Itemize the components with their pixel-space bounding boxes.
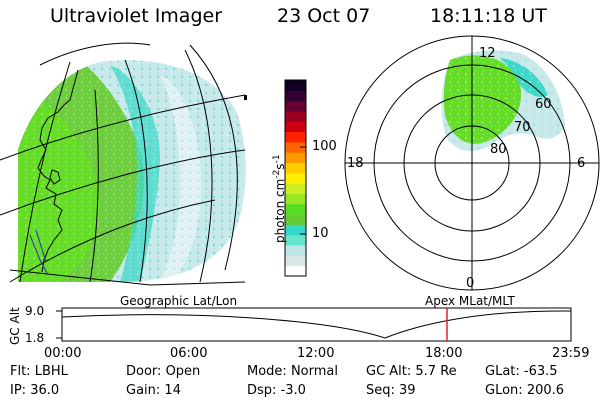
geographic-grid: [0, 42, 246, 286]
info-dsp: Dsp: -3.0: [247, 383, 306, 398]
info-gc-alt: GC Alt: 5.7 Re: [366, 364, 457, 379]
info-door: Door: Open: [126, 364, 201, 379]
colorbar-swatch: [285, 193, 306, 205]
timeline-axis-label: GC Alt: [8, 307, 22, 345]
colorbar-swatch: [285, 141, 306, 153]
colorbar-swatch: [285, 162, 306, 174]
timeline-ymax: 9.0: [25, 304, 45, 318]
colorbar-swatch: [285, 265, 306, 277]
info-flt: Flt: LBHL: [10, 364, 68, 379]
polar-plot: [344, 35, 600, 291]
info-mode: Mode: Normal: [247, 364, 338, 379]
time-tick-2359: 23:59: [552, 346, 590, 361]
colorbar-swatch: [285, 110, 306, 122]
colorbar-swatch: [285, 172, 306, 184]
units-exp1: -2: [272, 169, 282, 179]
coastline-blue: [29, 229, 49, 276]
timeline-right-label: Apex MLat/MLT: [425, 294, 515, 308]
colorbar-swatch: [285, 80, 306, 91]
mlt-label-0: 0: [466, 276, 475, 291]
info-seq: Seq: 39: [366, 383, 416, 398]
altitude-timeline: [56, 307, 572, 342]
units-mid: s: [273, 163, 287, 170]
colorbar: [284, 79, 307, 277]
coastline-island: [49, 169, 61, 185]
colorbar-swatch: [285, 234, 306, 246]
timeline-ymin: 1.8: [25, 331, 45, 345]
units-base: photon cm: [273, 178, 287, 243]
info-gain: Gain: 14: [126, 383, 181, 398]
colorbar-swatch: [285, 183, 306, 194]
colorbar-swatch: [285, 90, 306, 102]
info-ip: IP: 36.0: [10, 383, 60, 398]
instrument-title: Ultraviolet Imager: [50, 5, 223, 27]
colorbar-swatch: [285, 152, 306, 164]
time-tick-1800: 18:00: [425, 346, 463, 361]
lat-label-70: 70: [514, 120, 531, 135]
coastline: [37, 69, 79, 273]
info-glat: GLat: -63.5: [485, 364, 558, 379]
colorbar-swatch: [285, 224, 306, 236]
time-tick-1200: 12:00: [297, 346, 335, 361]
units-exp2: -1: [272, 154, 282, 164]
time-label: 18:11:18 UT: [430, 5, 547, 27]
colorbar-swatch: [285, 255, 306, 267]
colorbar-tick-10: 10: [312, 226, 329, 241]
timeline-left-label: Geographic Lat/Lon: [120, 294, 238, 308]
lat-label-80: 80: [490, 142, 507, 157]
colorbar-swatch: [285, 131, 306, 143]
colorbar-units-label: photon cm-2s-1: [272, 154, 287, 243]
time-tick-0600: 06:00: [170, 346, 208, 361]
colorbar-tick-100: 100: [312, 139, 337, 154]
map-marker: [244, 95, 247, 100]
lat-label-60: 60: [535, 97, 552, 112]
date-label: 23 Oct 07: [277, 5, 371, 27]
info-glon: GLon: 200.6: [485, 383, 565, 398]
mlt-label-6: 6: [577, 156, 586, 171]
colorbar-swatch: [285, 203, 306, 215]
colorbar-swatch: [285, 214, 306, 225]
colorbar-swatch: [285, 100, 306, 112]
mlt-label-12: 12: [479, 46, 496, 61]
time-tick-0000: 00:00: [44, 346, 82, 361]
colorbar-swatch: [285, 245, 306, 256]
mlt-label-18: 18: [347, 156, 364, 171]
colorbar-swatch: [285, 121, 306, 133]
